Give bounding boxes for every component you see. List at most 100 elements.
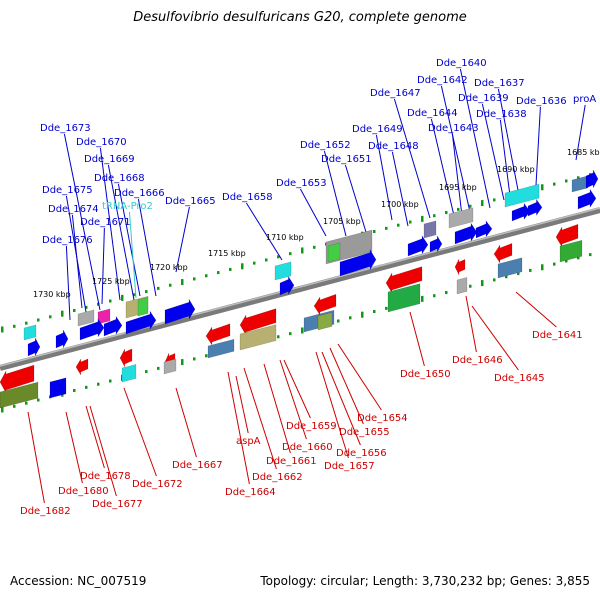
gene-arrow [55, 329, 69, 349]
tick-dot [313, 245, 316, 249]
tick-dot [289, 332, 292, 336]
gene-arrow [585, 169, 599, 189]
leader-line [337, 343, 382, 411]
leader-line [65, 411, 83, 484]
tick-dot [205, 274, 208, 278]
gene-label-dde_1660: Dde_1660 [282, 442, 333, 453]
gene-arrow [164, 298, 196, 325]
gene-arrow [75, 358, 89, 376]
gene-arrow [577, 188, 597, 210]
gene-box [387, 283, 421, 313]
gene-label-dde_1666: Dde_1666 [114, 188, 165, 199]
tick-dot [565, 259, 568, 263]
leader-line [344, 164, 367, 233]
gene-label-dde_1647: Dde_1647 [370, 88, 421, 99]
leader-line [321, 351, 361, 446]
leader-line [440, 85, 471, 213]
tick-dot [49, 315, 52, 319]
kbp-label: 1715 kbp [208, 249, 246, 258]
gene-box [121, 364, 137, 383]
leader-line [391, 151, 409, 227]
tick-dot [565, 179, 568, 183]
gene-label-dde_1636: Dde_1636 [516, 96, 567, 107]
gene-label-dde_1653: Dde_1653 [276, 178, 327, 189]
gene-label-dde_1637: Dde_1637 [474, 78, 525, 89]
gene-label-dde_1667: Dde_1667 [172, 460, 223, 471]
gene-label-dde_1655: Dde_1655 [339, 427, 390, 438]
leader-line [117, 183, 141, 297]
leader-line [283, 359, 311, 419]
tick-dot [493, 278, 496, 282]
kbp-label: 1730 kbp [33, 290, 71, 299]
leader-line [123, 387, 157, 477]
tick-dot [529, 268, 532, 272]
gene-box [207, 338, 235, 359]
gene-box [497, 257, 523, 279]
gene-label-dde_1642: Dde_1642 [417, 75, 468, 86]
leader-line [535, 106, 541, 186]
kbp-label: 1695 kbp [439, 183, 477, 192]
gene-label-dde_1674: Dde_1674 [48, 204, 99, 215]
leader-line [499, 119, 511, 197]
gene-box [49, 377, 67, 399]
genome-backbone [0, 207, 600, 371]
tick-dot [541, 184, 544, 191]
tick-dot [169, 283, 172, 287]
tick-dot [445, 211, 448, 215]
tick-dot [421, 215, 424, 222]
gene-box [317, 312, 333, 331]
gene-label-aspa: aspA [236, 436, 261, 447]
gene-label-dde_1641: Dde_1641 [532, 330, 583, 341]
tick-dot [229, 267, 232, 271]
tick-dot [85, 305, 88, 309]
gene-label-proa: proA [573, 94, 596, 105]
gene-arrow [119, 348, 133, 368]
tick-dot [97, 382, 100, 386]
genome-summary-text: Topology: circular; Length: 3,730,232 bp… [260, 574, 590, 588]
tick-dot [1, 406, 4, 413]
gene-label-dde_1671: Dde_1671 [80, 217, 131, 228]
tick-dot [205, 354, 208, 358]
gene-label-dde_1651: Dde_1651 [321, 154, 372, 165]
tick-dot [193, 277, 196, 281]
tick-dot [121, 294, 124, 301]
tick-dot [157, 366, 160, 370]
gene-box [559, 239, 583, 263]
tick-dot [361, 311, 364, 318]
leader-line [63, 133, 101, 311]
leader-line [99, 147, 121, 301]
leader-line [27, 411, 45, 504]
tick-dot [25, 401, 28, 405]
leader-line [481, 103, 505, 201]
kbp-label: 1700 kbp [381, 200, 419, 209]
gene-box [239, 324, 277, 351]
tick-dot [85, 385, 88, 389]
leader-line [235, 375, 249, 434]
gene-label-dde_1650: Dde_1650 [400, 369, 451, 380]
tick-dot [13, 404, 16, 408]
accession-text: Accession: NC_007519 [10, 574, 147, 588]
gene-arrow [527, 198, 543, 217]
kbp-label: 1710 kbp [266, 233, 304, 242]
genome-backbone-highlight [0, 207, 600, 367]
tick-dot [409, 220, 412, 224]
tick-dot [241, 263, 244, 270]
tick-dot [265, 258, 268, 262]
kbp-label: 1705 kbp [323, 217, 361, 226]
tick-dot [421, 295, 424, 302]
gene-label-dde_1678: Dde_1678 [80, 471, 131, 482]
gene-label-dde_1658: Dde_1658 [222, 192, 273, 203]
gene-label-dde_1664: Dde_1664 [225, 487, 276, 498]
tick-dot [517, 272, 520, 276]
tick-dot [553, 262, 556, 266]
gene-label-dde_1676: Dde_1676 [42, 235, 93, 246]
leader-line [315, 351, 349, 459]
tick-dot [553, 182, 556, 186]
leader-line [175, 206, 190, 273]
tick-dot [37, 398, 40, 402]
tick-dot [289, 252, 292, 256]
tick-dot [397, 223, 400, 227]
gene-arrow [407, 234, 429, 257]
